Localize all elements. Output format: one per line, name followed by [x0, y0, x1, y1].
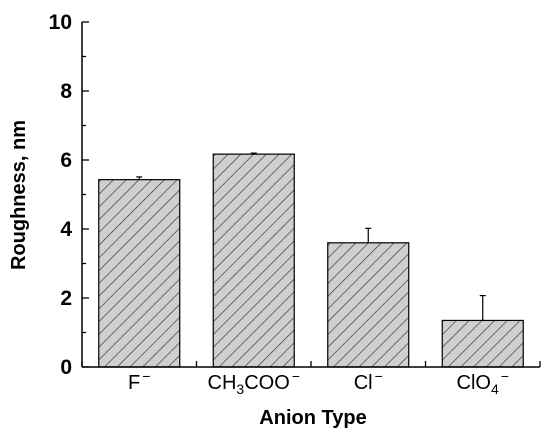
y-tick-label: 6: [60, 149, 72, 172]
error-bars-layer: [136, 152, 486, 321]
x-tick-label: F −: [128, 368, 150, 394]
x-tick-label: CH3COO −: [208, 368, 300, 397]
x-tick-label: Cl −: [354, 368, 383, 394]
y-tick-label: 0: [60, 356, 72, 379]
bars-layer: [98, 153, 524, 368]
y-tick-label: 4: [60, 218, 72, 241]
bar: [212, 153, 295, 368]
labels-layer: 0 2 4 6 8 10 F − CH3COO − Cl − ClO4−: [49, 11, 509, 397]
axes-layer: [81, 21, 541, 368]
bar: [327, 242, 410, 368]
x-axis-title: Anion Type: [259, 407, 366, 429]
bar: [441, 319, 524, 368]
x-tick-label: ClO4−: [457, 368, 509, 397]
y-tick-label: 10: [49, 11, 72, 34]
y-tick-label: 8: [60, 80, 72, 103]
y-axis-title: Roughness, nm: [8, 120, 30, 270]
bar: [98, 179, 181, 368]
y-tick-label: 2: [60, 287, 72, 310]
